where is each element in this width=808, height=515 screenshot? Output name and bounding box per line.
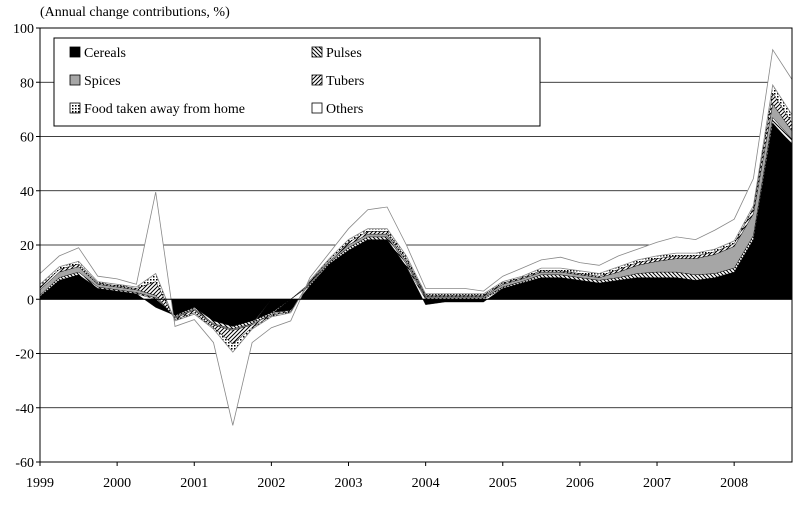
x-tick-label-2001: 2001 (180, 476, 208, 491)
legend: Cereals Pulses Spices Tubers Food taken away… (53, 37, 541, 127)
y-axis-ticks: -60 -40 -20 0 20 40 60 80 100 (13, 22, 40, 471)
legend-label-tubers: Tubers (326, 74, 364, 89)
x-tick-label-1999: 1999 (26, 476, 54, 491)
legend-swatch-tubers (311, 74, 323, 86)
y-tick-label-20: 20 (20, 239, 34, 254)
legend-swatch-spices (69, 74, 81, 86)
y-tick-label-60: 60 (20, 131, 34, 146)
legend-swatch-pulses (311, 46, 323, 58)
x-tick-label-2005: 2005 (489, 476, 517, 491)
x-axis-ticks: 1999 2000 2001 2002 2003 2004 2005 2006 2007 2008 (26, 462, 748, 491)
y-tick-label-40: 40 (20, 185, 34, 200)
y-tick-label--60: -60 (15, 456, 34, 471)
legend-swatch-others (311, 102, 323, 114)
x-tick-label-2000: 2000 (103, 476, 131, 491)
y-tick-label-0: 0 (27, 293, 34, 308)
legend-swatch-cereals (69, 46, 81, 58)
legend-label-others: Others (326, 102, 363, 117)
x-tick-label-2002: 2002 (257, 476, 285, 491)
legend-label-food-taken-away-from-home: Food taken away from home (84, 102, 245, 117)
x-tick-label-2003: 2003 (335, 476, 363, 491)
legend-label-pulses: Pulses (326, 46, 362, 61)
unit-label: (Annual change contributions, %) (40, 5, 230, 20)
legend-label-cereals: Cereals (84, 46, 126, 61)
y-tick-label-80: 80 (20, 76, 34, 91)
y-tick-label--40: -40 (15, 402, 34, 417)
x-tick-label-2004: 2004 (412, 476, 440, 491)
y-tick-label--20: -20 (15, 348, 34, 363)
x-tick-label-2007: 2007 (643, 476, 671, 491)
legend-label-spices: Spices (84, 74, 121, 89)
x-tick-label-2006: 2006 (566, 476, 594, 491)
legend-box (53, 37, 541, 127)
y-tick-label-100: 100 (13, 22, 34, 37)
legend-swatch-food-taken-away-from-home (69, 102, 81, 114)
x-tick-label-2008: 2008 (720, 476, 748, 491)
